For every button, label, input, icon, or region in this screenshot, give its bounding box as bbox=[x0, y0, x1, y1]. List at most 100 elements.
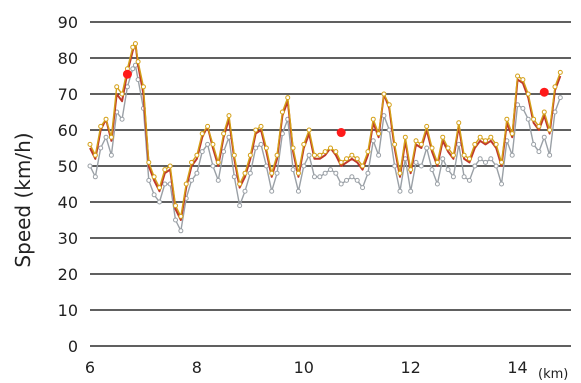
data-point bbox=[98, 145, 104, 151]
data-point bbox=[418, 163, 424, 169]
data-point bbox=[119, 91, 125, 97]
data-point bbox=[488, 156, 494, 162]
data-point bbox=[311, 152, 317, 158]
data-point bbox=[269, 170, 275, 176]
data-point bbox=[274, 152, 280, 158]
data-point bbox=[306, 127, 312, 133]
data-point bbox=[140, 84, 146, 90]
data-point bbox=[354, 156, 360, 162]
x-tick-label: 6 bbox=[85, 358, 95, 377]
y-tick-label: 0 bbox=[68, 337, 78, 356]
data-point bbox=[306, 152, 312, 158]
data-point bbox=[557, 69, 563, 75]
data-point bbox=[162, 181, 168, 187]
data-point bbox=[461, 174, 467, 180]
highlight-markers bbox=[122, 69, 549, 138]
data-point bbox=[386, 102, 392, 108]
y-tick-labels: 0 10 20 30 40 50 60 70 80 90 bbox=[58, 13, 78, 356]
data-point bbox=[132, 41, 138, 47]
data-point bbox=[525, 91, 531, 97]
y-tick-label: 70 bbox=[58, 85, 78, 104]
data-point bbox=[531, 141, 537, 147]
data-point bbox=[509, 152, 515, 158]
data-point bbox=[493, 141, 499, 147]
data-point bbox=[317, 174, 323, 180]
x-tick-label: 8 bbox=[192, 358, 202, 377]
data-point bbox=[392, 163, 398, 169]
data-point bbox=[547, 152, 553, 158]
data-point bbox=[92, 152, 98, 158]
data-point bbox=[156, 185, 162, 191]
data-point bbox=[290, 167, 296, 173]
data-point bbox=[349, 152, 355, 158]
data-point bbox=[189, 159, 195, 165]
data-point bbox=[413, 138, 419, 144]
data-point bbox=[536, 123, 542, 129]
data-point bbox=[499, 181, 505, 187]
data-point bbox=[360, 163, 366, 169]
data-point bbox=[253, 145, 259, 151]
data-point bbox=[290, 145, 296, 151]
data-point bbox=[151, 174, 157, 180]
data-point bbox=[370, 116, 376, 122]
data-point bbox=[365, 149, 371, 155]
data-point bbox=[167, 163, 173, 169]
data-point bbox=[376, 131, 382, 137]
data-point bbox=[445, 167, 451, 173]
data-point bbox=[333, 170, 339, 176]
data-point bbox=[156, 199, 162, 205]
data-point bbox=[397, 188, 403, 194]
series-series_red bbox=[89, 42, 562, 221]
data-point bbox=[199, 149, 205, 155]
data-point bbox=[178, 213, 184, 219]
data-point bbox=[221, 131, 227, 137]
data-point bbox=[381, 113, 387, 119]
data-point bbox=[349, 174, 355, 180]
x-unit-label: (km) bbox=[538, 367, 568, 382]
data-point bbox=[477, 134, 483, 140]
x-tick-label: 14 bbox=[507, 358, 527, 377]
data-point bbox=[194, 170, 200, 176]
data-point bbox=[536, 149, 542, 155]
data-point bbox=[434, 181, 440, 187]
data-point bbox=[301, 163, 307, 169]
data-point bbox=[231, 152, 237, 158]
data-point bbox=[130, 44, 136, 50]
data-point bbox=[215, 177, 221, 183]
data-point bbox=[317, 152, 323, 158]
data-point bbox=[472, 141, 478, 147]
data-point bbox=[552, 109, 558, 115]
data-point bbox=[509, 131, 515, 137]
data-point bbox=[114, 84, 120, 90]
data-point bbox=[108, 134, 114, 140]
data-point bbox=[151, 192, 157, 198]
data-point bbox=[402, 156, 408, 162]
data-point bbox=[295, 188, 301, 194]
data-point bbox=[520, 105, 526, 111]
data-point bbox=[108, 152, 114, 158]
data-point bbox=[301, 141, 307, 147]
x-tick-labels: 6 8 10 12 14 bbox=[85, 358, 528, 377]
data-point bbox=[429, 145, 435, 151]
data-point bbox=[525, 116, 531, 122]
data-point bbox=[279, 109, 285, 115]
data-point bbox=[381, 91, 387, 97]
data-point bbox=[520, 77, 526, 83]
data-point bbox=[258, 141, 264, 147]
y-axis-label: Speed (km/h) bbox=[11, 132, 35, 267]
data-point bbox=[130, 66, 136, 72]
series-series_gray bbox=[87, 62, 563, 234]
data-point bbox=[103, 134, 109, 140]
y-tick-label: 30 bbox=[58, 229, 78, 248]
data-point bbox=[515, 73, 521, 79]
data-point bbox=[333, 149, 339, 155]
data-point bbox=[247, 170, 253, 176]
data-point bbox=[499, 159, 505, 165]
data-point bbox=[445, 145, 451, 151]
data-point bbox=[322, 170, 328, 176]
data-point bbox=[146, 159, 152, 165]
data-point bbox=[263, 145, 269, 151]
data-point bbox=[258, 123, 264, 129]
highlight-marker bbox=[539, 87, 549, 97]
